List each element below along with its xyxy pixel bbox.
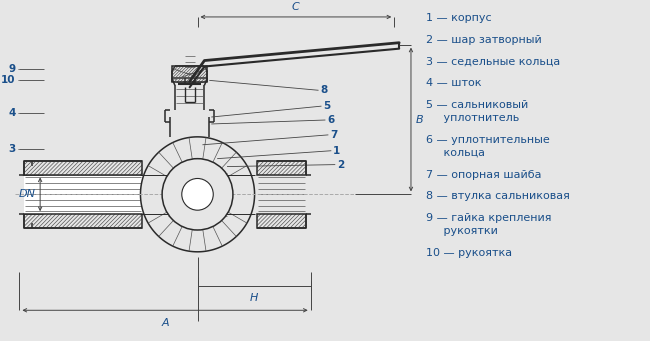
Bar <box>172 66 207 82</box>
Text: 2: 2 <box>337 160 345 169</box>
Text: 10 — рукоятка: 10 — рукоятка <box>426 248 512 258</box>
Text: 3: 3 <box>8 144 16 154</box>
Bar <box>25 175 198 214</box>
Text: DN: DN <box>18 189 35 199</box>
Text: C: C <box>292 2 300 12</box>
Text: 9: 9 <box>8 64 16 74</box>
Bar <box>257 161 306 175</box>
Text: 4 — шток: 4 — шток <box>426 78 481 88</box>
Text: 1: 1 <box>333 146 341 156</box>
Text: H: H <box>250 294 258 303</box>
Text: 9 — гайка крепления
     рукоятки: 9 — гайка крепления рукоятки <box>426 213 551 236</box>
Text: 3 — седельные кольца: 3 — седельные кольца <box>426 57 560 66</box>
Text: B: B <box>416 115 424 124</box>
Circle shape <box>162 159 233 230</box>
Text: 5 — сальниковый
     уплотнитель: 5 — сальниковый уплотнитель <box>426 100 528 122</box>
Text: 1 — корпус: 1 — корпус <box>426 13 491 23</box>
Polygon shape <box>140 137 255 252</box>
Bar <box>257 214 306 228</box>
Text: 6 — уплотнительные
     кольца: 6 — уплотнительные кольца <box>426 135 549 157</box>
Text: 8 — втулка сальниковая: 8 — втулка сальниковая <box>426 191 569 201</box>
Text: 2 — шар затворный: 2 — шар затворный <box>426 35 541 45</box>
Text: 8: 8 <box>320 85 328 95</box>
Text: 6: 6 <box>328 115 335 125</box>
Text: 5: 5 <box>324 101 331 111</box>
Text: 10: 10 <box>1 75 16 85</box>
Bar <box>25 214 142 228</box>
Text: A: A <box>161 318 169 328</box>
Text: 4: 4 <box>8 108 16 118</box>
Text: 7 — опорная шайба: 7 — опорная шайба <box>426 169 541 180</box>
Circle shape <box>182 178 213 210</box>
Bar <box>25 161 142 175</box>
Text: 7: 7 <box>330 130 338 140</box>
